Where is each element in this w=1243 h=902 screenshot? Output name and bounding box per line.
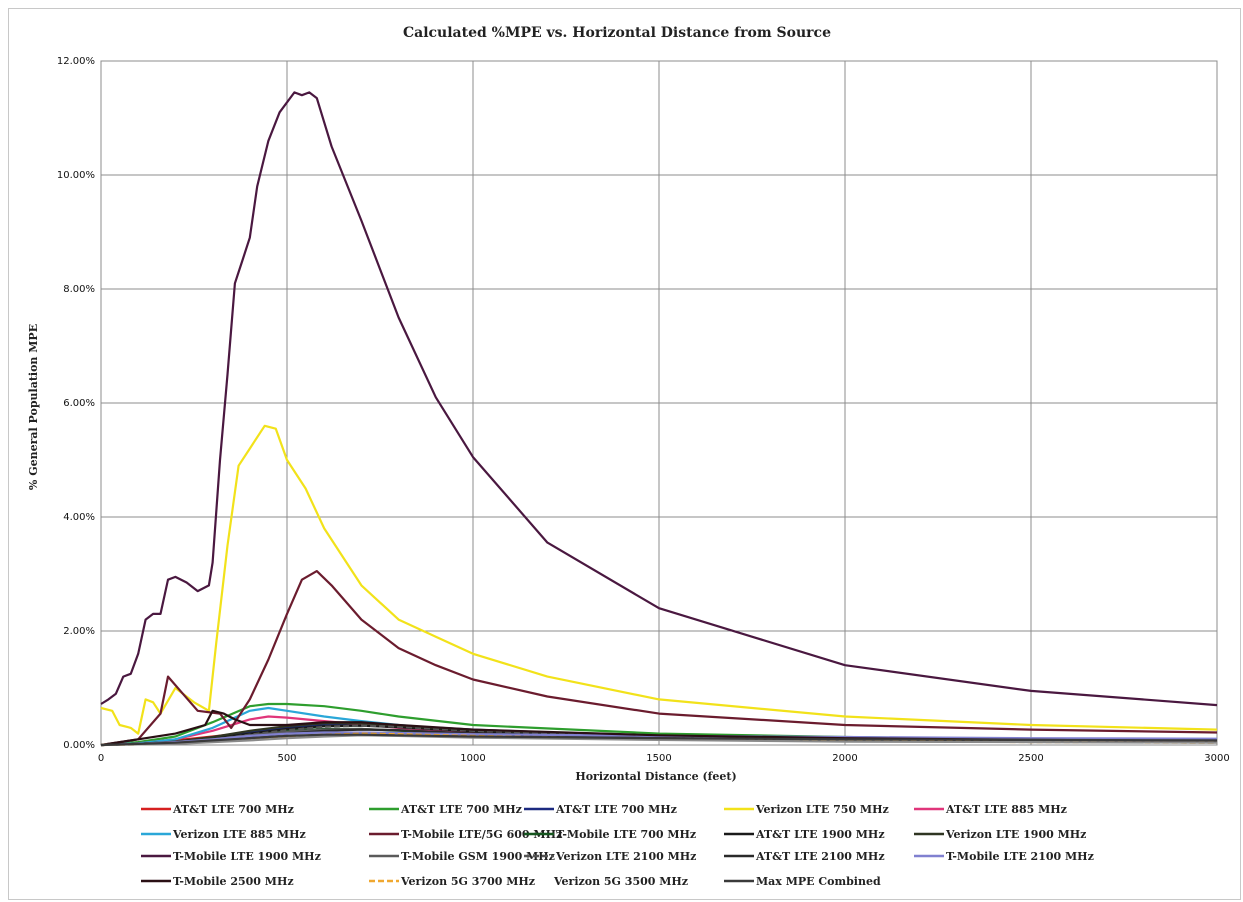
x-tick-label: 1000 bbox=[460, 753, 485, 764]
x-tick-label: 3000 bbox=[1204, 753, 1229, 764]
legend-entry: AT&T LTE 2100 MHz bbox=[724, 850, 885, 863]
legend-entry: Verizon 5G 3500 MHz bbox=[553, 875, 688, 888]
legend-label: T-Mobile LTE 1900 MHz bbox=[173, 850, 321, 863]
legend-entry: Verizon LTE 885 MHz bbox=[141, 828, 306, 841]
legend-label: Verizon LTE 2100 MHz bbox=[555, 850, 696, 863]
legend-entry: Verizon LTE 2100 MHz bbox=[524, 850, 696, 863]
series-line-19 bbox=[100, 733, 1218, 747]
y-tick-label: 8.00% bbox=[63, 284, 95, 295]
legend-entry: AT&T LTE 885 MHz bbox=[914, 803, 1067, 816]
legend-label: Verizon LTE 1900 MHz bbox=[945, 828, 1086, 841]
legend-label: T-Mobile GSM 1900 MHz bbox=[401, 850, 555, 863]
legend-label: Max MPE Combined bbox=[756, 875, 881, 888]
x-tick-label: 500 bbox=[277, 753, 296, 764]
legend-entry: T-Mobile LTE 2100 MHz bbox=[914, 850, 1094, 863]
plot-area-border bbox=[100, 60, 1218, 746]
legend-entry: AT&T LTE 700 MHz bbox=[141, 803, 294, 816]
series-line-7 bbox=[100, 570, 1218, 747]
x-tick-label: 0 bbox=[98, 753, 104, 764]
legend-label: AT&T LTE 2100 MHz bbox=[755, 850, 885, 863]
legend-entry: Verizon LTE 1900 MHz bbox=[914, 828, 1086, 841]
legend-entry: Max MPE Combined bbox=[724, 875, 881, 888]
legend-entry: AT&T LTE 700 MHz bbox=[524, 803, 677, 816]
series-lines bbox=[100, 91, 1218, 747]
gridlines bbox=[100, 60, 1218, 746]
y-tick-label: 6.00% bbox=[63, 398, 95, 409]
legend: AT&T LTE 700 MHz AT&T LTE 700 MHz AT&T LTE… bbox=[141, 803, 1094, 888]
chart-svg: Calculated %MPE vs. Horizontal Distance … bbox=[27, 25, 1230, 888]
legend-entry: T-Mobile LTE 700 MHz bbox=[524, 828, 696, 841]
legend-label: AT&T LTE 700 MHz bbox=[400, 803, 522, 816]
legend-entry: Verizon 5G 3700 MHz bbox=[369, 875, 535, 888]
legend-entry: T-Mobile LTE/5G 600 MHz bbox=[369, 828, 562, 841]
y-tick-label: 2.00% bbox=[63, 626, 95, 637]
legend-label: Verizon 5G 3700 MHz bbox=[400, 875, 535, 888]
legend-label: T-Mobile LTE 2100 MHz bbox=[946, 850, 1094, 863]
y-tick-label: 0.00% bbox=[63, 740, 95, 751]
y-axis-label: % General Population MPE bbox=[27, 324, 40, 490]
x-tick-label: 2000 bbox=[832, 753, 857, 764]
legend-label: Verizon LTE 885 MHz bbox=[172, 828, 306, 841]
y-tick-label: 4.00% bbox=[63, 512, 95, 523]
x-axis-label: Horizontal Distance (feet) bbox=[575, 770, 736, 783]
legend-entry: AT&T LTE 700 MHz bbox=[369, 803, 522, 816]
chart-title: Calculated %MPE vs. Horizontal Distance … bbox=[403, 25, 831, 41]
chart-frame: Calculated %MPE vs. Horizontal Distance … bbox=[8, 8, 1241, 900]
legend-label: T-Mobile LTE/5G 600 MHz bbox=[401, 828, 562, 841]
legend-entry: T-Mobile GSM 1900 MHz bbox=[369, 850, 555, 863]
x-tick-label: 2500 bbox=[1018, 753, 1043, 764]
legend-label: T-Mobile 2500 MHz bbox=[173, 875, 294, 888]
series-line-16 bbox=[100, 709, 1218, 747]
legend-label: AT&T LTE 1900 MHz bbox=[755, 828, 885, 841]
legend-entry: T-Mobile 2500 MHz bbox=[141, 875, 294, 888]
series-line-4 bbox=[100, 424, 1218, 735]
legend-label: Verizon LTE 750 MHz bbox=[755, 803, 889, 816]
legend-label: Verizon 5G 3500 MHz bbox=[553, 875, 688, 888]
y-tick-label: 12.00% bbox=[57, 56, 95, 67]
legend-entry: Verizon LTE 750 MHz bbox=[724, 803, 889, 816]
y-tick-label: 10.00% bbox=[57, 170, 95, 181]
legend-label: AT&T LTE 700 MHz bbox=[555, 803, 677, 816]
legend-label: AT&T LTE 700 MHz bbox=[172, 803, 294, 816]
legend-label: AT&T LTE 885 MHz bbox=[945, 803, 1067, 816]
x-tick-label: 1500 bbox=[646, 753, 671, 764]
legend-entry: T-Mobile LTE 1900 MHz bbox=[141, 850, 321, 863]
legend-label: T-Mobile LTE 700 MHz bbox=[556, 828, 696, 841]
axes: 0 500 1000 1500 2000 2500 3000 0.00% 2.00% 4.00% 6… bbox=[57, 56, 1230, 764]
series-line-18 bbox=[100, 734, 1218, 747]
series-line-11 bbox=[100, 91, 1218, 707]
legend-entry: AT&T LTE 1900 MHz bbox=[724, 828, 885, 841]
